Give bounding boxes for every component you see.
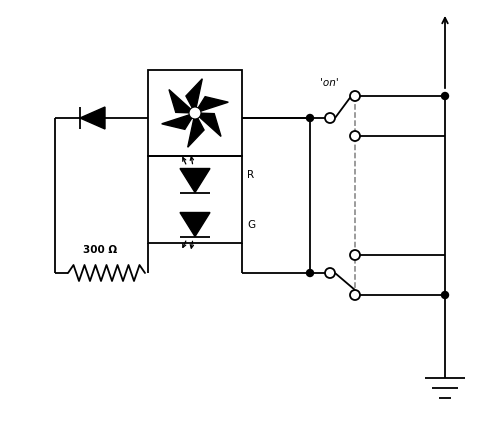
Circle shape [350,131,360,141]
Polygon shape [180,169,210,193]
Text: G: G [247,220,255,229]
Text: 300 Ω: 300 Ω [83,245,117,255]
Polygon shape [188,113,204,147]
Circle shape [442,291,448,298]
Bar [148,70,242,156]
Polygon shape [195,113,221,137]
Text: 'on': 'on' [320,78,339,88]
Circle shape [350,91,360,101]
Polygon shape [180,212,210,237]
Polygon shape [195,97,228,113]
Circle shape [325,113,335,123]
Polygon shape [80,107,105,129]
Circle shape [189,107,201,119]
Bar [148,156,242,243]
Polygon shape [186,79,202,113]
Circle shape [306,270,314,276]
Text: R: R [247,169,254,179]
Polygon shape [162,113,195,129]
Circle shape [350,290,360,300]
Circle shape [442,92,448,99]
Polygon shape [169,89,195,113]
Circle shape [306,115,314,122]
Circle shape [325,268,335,278]
Circle shape [350,250,360,260]
